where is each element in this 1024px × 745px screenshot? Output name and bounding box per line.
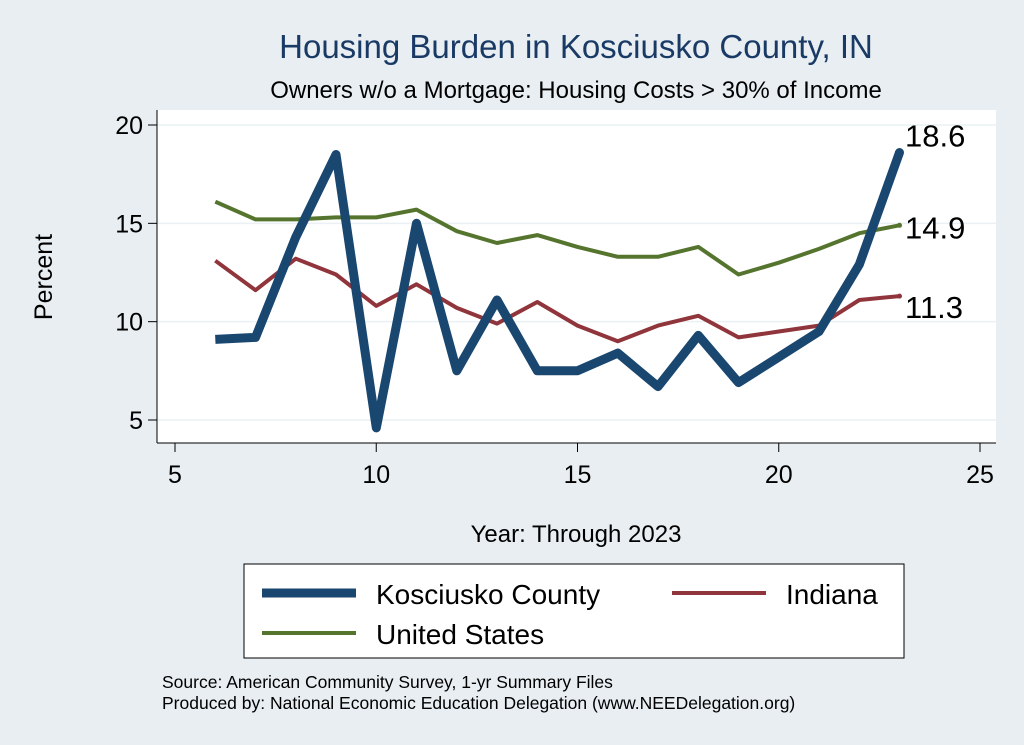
produced-by-note: Produced by: National Economic Education… [162, 693, 795, 713]
y-tick-label: 5 [129, 407, 143, 435]
series-line-kosciusko-county [215, 150, 904, 433]
end-labels: 18.6 11.3 14.9 [905, 119, 965, 326]
y-tick-label: 20 [115, 112, 143, 140]
series-line-united-states [214, 199, 900, 277]
y-axis-label: Percent [30, 234, 58, 320]
series-line-indiana [214, 256, 900, 344]
y-tick-label: 10 [115, 309, 143, 337]
legend: Kosciusko County Indiana United States [243, 563, 905, 659]
end-label: 14.9 [905, 210, 965, 245]
x-axis-label: Year: Through 2023 [471, 521, 682, 548]
x-tick-label: 25 [966, 461, 994, 489]
x-tick-label: 5 [168, 461, 182, 489]
x-tick-label: 20 [765, 461, 793, 489]
series-lines [214, 148, 904, 433]
end-label: 18.6 [905, 119, 965, 154]
legend-label: United States [376, 619, 544, 650]
legend-label: Kosciusko County [376, 579, 600, 610]
series-end-point [895, 148, 904, 158]
axes: 5 10 15 20 5 10 15 20 25 [115, 110, 996, 489]
chart-title: Housing Burden in Kosciusko County, IN [279, 28, 873, 65]
gridlines [157, 124, 996, 421]
x-tick-label: 10 [362, 461, 390, 489]
y-tick-label: 15 [115, 210, 143, 238]
series-end-point [897, 222, 902, 228]
series-end-point [897, 293, 902, 299]
source-note: Source: American Community Survey, 1-yr … [162, 672, 613, 692]
end-label: 11.3 [905, 290, 963, 325]
chart-subtitle: Owners w/o a Mortgage: Housing Costs > 3… [270, 77, 882, 104]
legend-label: Indiana [786, 579, 878, 610]
x-tick-label: 15 [564, 461, 592, 489]
legend-box [243, 563, 905, 659]
